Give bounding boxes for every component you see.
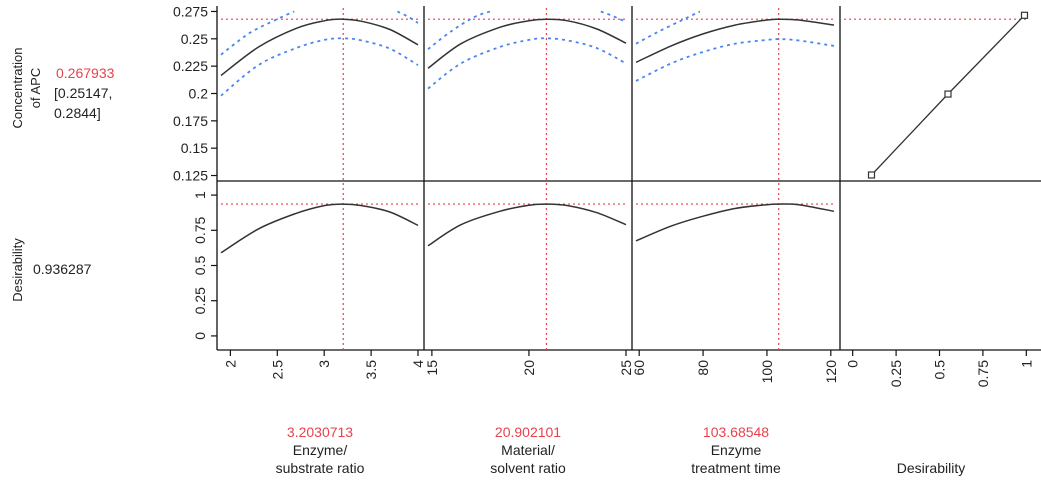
factor-1-x-tick-label-1: 2.5 [269,360,285,380]
response-y-tick-label-2: 0.225 [173,58,208,74]
factor-1-desirability-curve [220,203,419,254]
factor-2-apc-curve [427,18,627,69]
plot-marks [220,8,1029,350]
response-ci-line-2: 0.2844] [54,105,101,121]
desirability-y-tick-label-2: 0.5 [192,256,208,276]
desirability-column-label: Desirability [897,460,965,476]
factor-3-desirability-curve [635,203,835,242]
factor-3-name-line-1: Enzyme [711,442,762,458]
factor-1-x-tick-label-3: 3.5 [363,360,379,380]
factor-3-x-tick-label-0: 60 [631,360,647,376]
desirability-y-tick-label-1: 0.75 [192,216,208,243]
desirability-row-label: Desirability 0.936287 [10,238,92,302]
factor-3-current-value: 103.68548 [703,424,769,440]
factor-2-desirability-curve [427,203,627,247]
response-current-value: 0.267933 [56,65,115,81]
factor-2-name-line-1: Material/ [501,442,555,458]
desirability-y-tick-label-4: 0 [192,332,208,340]
factor-2-name-line-2: solvent ratio [490,460,566,476]
desirability-handle-2 [1020,11,1029,19]
y-axis-ticks: 0.275 0.25 0.225 0.2 0.175 0.15 0.125 1 0.75 0.5 0… [173,3,217,340]
desirability-column-name: Desirability [897,460,965,476]
factor-2-x-tick-label-2: 25 [618,360,634,376]
factor-1-x-tick-label-2: 3 [316,360,332,368]
factor-1-current-value: 3.2030713 [287,424,353,440]
factor-1-apc-upper-ci-left [220,10,295,56]
factor-3-x-tick-label-1: 80 [695,360,711,376]
desirability-handle-1 [944,90,952,98]
desirability-row-name: Desirability [10,238,25,302]
factor-1-apc-upper-ci-right [396,10,419,24]
response-name-line-1: Concentration [10,48,25,129]
factor-1-apc-curve [220,18,419,77]
factor-2-apc-upper-ci-right [600,10,627,23]
factor-3-x-tick-label-3: 120 [823,360,839,384]
desirability-handle-0 [867,171,876,179]
desirability-function-x-tick-label-0: 0 [845,360,861,368]
factor-3-apc-lower-ci [635,38,835,82]
response-y-tick-label-0: 0.275 [173,3,208,19]
factor-3-name-line-2: treatment time [691,460,781,476]
desirability-y-tick-label-3: 0.25 [192,287,208,314]
factor-1-apc-lower-ci [220,37,419,97]
desirability-function-x-tick-label-4: 1 [1018,360,1034,368]
factor-2-x-tick-label-1: 20 [521,360,537,376]
factor-label-3: 103.68548 Enzyme treatment time [691,424,781,476]
response-y-tick-label-6: 0.125 [173,168,208,184]
factor-1-name-line-1: Enzyme/ [293,442,348,458]
factor-label-1: 3.2030713 Enzyme/ substrate ratio [276,424,365,476]
desirability-y-tick-label-0: 1 [192,191,208,199]
panel-frame [216,6,1041,351]
desirability-function-x-tick-label-3: 0.75 [975,360,991,387]
factor-3-x-tick-label-2: 100 [759,360,775,384]
factor-2-current-value: 20.902101 [495,424,561,440]
factor-2-x-tick-label-0: 15 [424,360,440,376]
response-name-line-2: of APC [28,68,43,108]
desirability-function-x-tick-label-1: 0.25 [888,360,904,387]
response-y-tick-label-4: 0.175 [173,113,208,129]
factor-1-x-tick-label-0: 2 [222,360,238,368]
factor-label-2: 20.902101 Material/ solvent ratio [490,424,566,476]
response-y-tick-label-1: 0.25 [181,31,208,47]
response-ci-line-1: [0.25147, [54,85,112,101]
desirability-row-value: 0.936287 [33,261,92,277]
response-y-tick-label-5: 0.15 [181,140,208,156]
desirability-function-x-tick-label-2: 0.5 [932,360,948,380]
factor-3-apc-curve [635,18,835,63]
response-label: Concentration of APC 0.267933 [0.25147, … [10,48,115,129]
factor-1-x-tick-label-4: 4 [410,360,426,368]
factor-1-name-line-2: substrate ratio [276,460,365,476]
factor-2-apc-upper-ci-left [427,10,491,50]
response-y-tick-label-3: 0.2 [189,86,209,102]
